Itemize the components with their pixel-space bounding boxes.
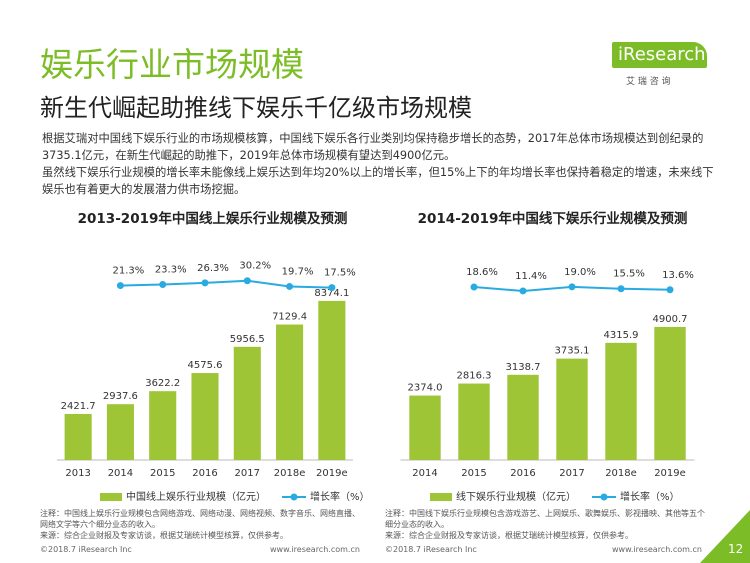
url: www.iresearch.com.cn: [270, 545, 360, 554]
data-label: 3622.2: [145, 378, 180, 389]
x-tick-label: 2015: [150, 468, 175, 479]
legend-label: 线下娱乐行业规模（亿元）: [456, 490, 576, 503]
paragraph: 虽然线下娱乐行业规模的增长率未能像线上娱乐达到年均20%以上的增长率，但15%上…: [42, 166, 714, 196]
data-label: 7129.4: [272, 312, 307, 323]
data-label: 23.3%: [155, 264, 187, 275]
line-point: [470, 283, 478, 291]
bar: [458, 383, 490, 460]
body-text: 根据艾瑞对中国线下娱乐行业的市场规模核算，中国线下娱乐各行业类别均保持稳步增长的…: [42, 130, 718, 198]
x-tick-label: 2019e: [654, 468, 686, 479]
line-point: [617, 285, 625, 293]
data-label: 4315.9: [604, 330, 639, 341]
copyright: ©2018.7 iResearch Inc: [40, 545, 132, 554]
data-label: 17.5%: [324, 268, 356, 279]
data-label: 3138.7: [506, 362, 541, 373]
bar: [605, 342, 637, 460]
data-label: 18.6%: [466, 267, 498, 278]
x-tick-label: 2017: [559, 468, 584, 479]
bar: [106, 404, 134, 460]
paragraph: 根据艾瑞对中国线下娱乐行业的市场规模核算，中国线下娱乐各行业类别均保持稳步增长的…: [42, 132, 704, 162]
data-label: 3735.1: [555, 346, 590, 357]
bar: [654, 326, 686, 460]
data-label: 8374.1: [314, 288, 349, 299]
data-label: 15.5%: [613, 269, 645, 280]
chart: 2014 2015 2016 2017 2018e 2019e 2374.0 2816.3 31…: [400, 267, 695, 503]
data-label: 2816.3: [457, 371, 492, 382]
note: 来源：综合企业财报及专家访谈，根据艾瑞统计模型核算，仅供参考。: [40, 531, 288, 540]
notes: 注释：中国线下娱乐行业规模包含游戏游艺、上网娱乐、歌舞娱乐、影视播映、其他等五个…: [385, 508, 710, 541]
x-tick-label: 2014: [412, 468, 437, 479]
legend-label: 增长率（%）: [620, 490, 680, 503]
url: www.iresearch.com.cn: [612, 545, 702, 554]
logo-box: [612, 42, 707, 68]
line-point: [328, 284, 336, 292]
bar: [276, 324, 304, 460]
data-label: 4900.7: [653, 314, 688, 325]
x-tick-label: 2018e: [605, 468, 637, 479]
bar: [318, 300, 346, 460]
bar: [556, 358, 588, 460]
chart-title: 2013-2019年中国线上娱乐行业规模及预测: [77, 211, 348, 227]
line-point: [568, 283, 576, 291]
data-label: 19.7%: [282, 266, 314, 277]
copyright: ©2018.7 iResearch Inc: [385, 545, 477, 554]
legend-label: 中国线上娱乐行业规模（亿元）: [126, 490, 266, 503]
data-label: 5956.5: [230, 334, 265, 345]
x-tick-label: 2015: [461, 468, 486, 479]
data-label: 11.4%: [515, 271, 547, 282]
line-point: [519, 287, 527, 295]
data-label: 26.3%: [197, 263, 229, 274]
data-label: 2374.0: [408, 383, 443, 394]
logo-sub: 艾 瑞 咨 询: [626, 77, 671, 87]
bar: [191, 373, 219, 460]
x-tick-label: 2016: [192, 468, 217, 479]
logo: iResearch: [618, 44, 706, 65]
data-label: 2937.6: [103, 391, 138, 402]
bar: [233, 346, 261, 460]
chart: 2013 2014 2015 2016 2017 2018e 2019e 2421.7 2937…: [57, 261, 370, 503]
slide-title: 娱乐行业市场规模: [40, 45, 304, 84]
line-point: [116, 282, 124, 290]
bar: [149, 391, 177, 460]
line-point: [666, 286, 674, 294]
legend-swatch: [290, 493, 298, 501]
chart-title: 2014-2019年中国线下娱乐行业规模及预测: [417, 211, 688, 227]
x-tick-label: 2017: [235, 468, 260, 479]
x-tick-label: 2013: [65, 468, 90, 479]
legend-swatch: [600, 493, 608, 501]
note: 注释：中国线上娱乐行业规模包含网络游戏、网络动漫、网络视频、数字音乐、网络直播、…: [40, 509, 360, 529]
note: 注释：中国线下娱乐行业规模包含游戏游艺、上网娱乐、歌舞娱乐、影视播映、其他等五个…: [385, 509, 705, 529]
x-tick-label: 2014: [108, 468, 133, 479]
data-label: 21.3%: [113, 266, 145, 277]
growth-line: [120, 279, 332, 289]
x-tick-label: 2018e: [274, 468, 306, 479]
notes: 注释：中国线上娱乐行业规模包含网络游戏、网络动漫、网络视频、数字音乐、网络直播、…: [40, 508, 365, 541]
page-number: 12: [728, 542, 744, 556]
x-tick-label: 2019e: [316, 468, 348, 479]
data-label: 4575.6: [188, 360, 223, 371]
line-point: [201, 279, 209, 287]
data-label: 30.2%: [239, 261, 271, 272]
legend-swatch: [430, 493, 452, 501]
legend-label: 增长率（%）: [310, 490, 370, 503]
note: 来源：综合企业财报及专家访谈，根据艾瑞统计模型核算，仅供参考。: [385, 531, 633, 540]
line-point: [243, 277, 251, 285]
line-point: [159, 280, 167, 288]
data-label: 19.0%: [564, 267, 596, 278]
bar: [507, 374, 539, 460]
bar: [409, 395, 441, 460]
slide-subtitle: 新生代崛起助推线下娱乐千亿级市场规模: [40, 94, 472, 122]
data-label: 2421.7: [61, 401, 96, 412]
bar: [64, 413, 92, 460]
corner: [700, 510, 750, 563]
line-point: [286, 282, 294, 290]
x-tick-label: 2016: [510, 468, 535, 479]
legend-swatch: [100, 493, 122, 501]
data-label: 13.6%: [662, 270, 694, 281]
